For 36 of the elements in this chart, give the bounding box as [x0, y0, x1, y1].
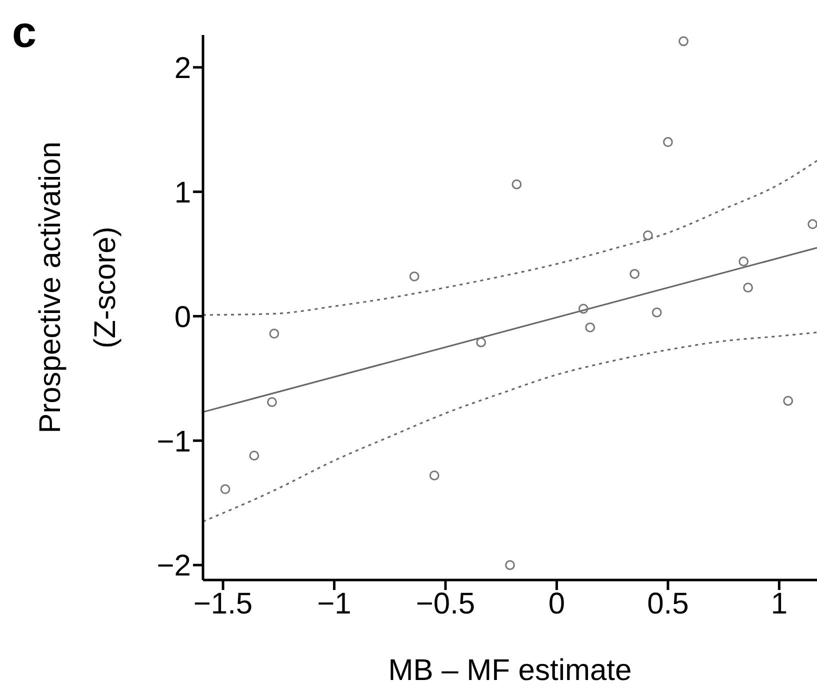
point — [578, 304, 588, 314]
line-series — [203, 332, 817, 522]
point — [429, 470, 440, 480]
chart-title: c — [12, 8, 36, 58]
point — [630, 268, 640, 279]
x-tick-label: −1.5 — [193, 587, 253, 620]
point — [249, 450, 260, 461]
y-tick-label: −1 — [156, 425, 191, 458]
point — [738, 256, 749, 266]
point — [409, 271, 420, 282]
y-tick-label: −2 — [156, 550, 191, 583]
x-tick-label: 0 — [548, 587, 566, 620]
point — [267, 397, 277, 408]
point — [269, 328, 280, 339]
line-series — [203, 160, 817, 316]
point — [585, 322, 596, 332]
x-tick-label: 0.5 — [647, 587, 689, 620]
point — [663, 137, 673, 147]
y-tick-label: 2 — [174, 52, 191, 85]
x-tick-label: −1 — [317, 587, 352, 620]
point — [652, 308, 662, 318]
point — [808, 219, 817, 230]
y-tick-label: 1 — [174, 176, 191, 210]
y-tick-label: 0 — [174, 300, 191, 334]
point — [476, 337, 486, 348]
x-axis-title: MB – MF estimate — [388, 654, 632, 687]
y-axis-title: Prospective activation (Z-score) — [34, 142, 122, 434]
point — [505, 560, 515, 570]
point — [678, 36, 688, 46]
point — [220, 484, 230, 494]
point — [743, 282, 753, 293]
x-tick-label: 1 — [770, 587, 788, 620]
x-tick-label: −0.5 — [416, 587, 476, 620]
point — [512, 179, 522, 190]
point — [642, 230, 653, 240]
point — [783, 396, 794, 406]
